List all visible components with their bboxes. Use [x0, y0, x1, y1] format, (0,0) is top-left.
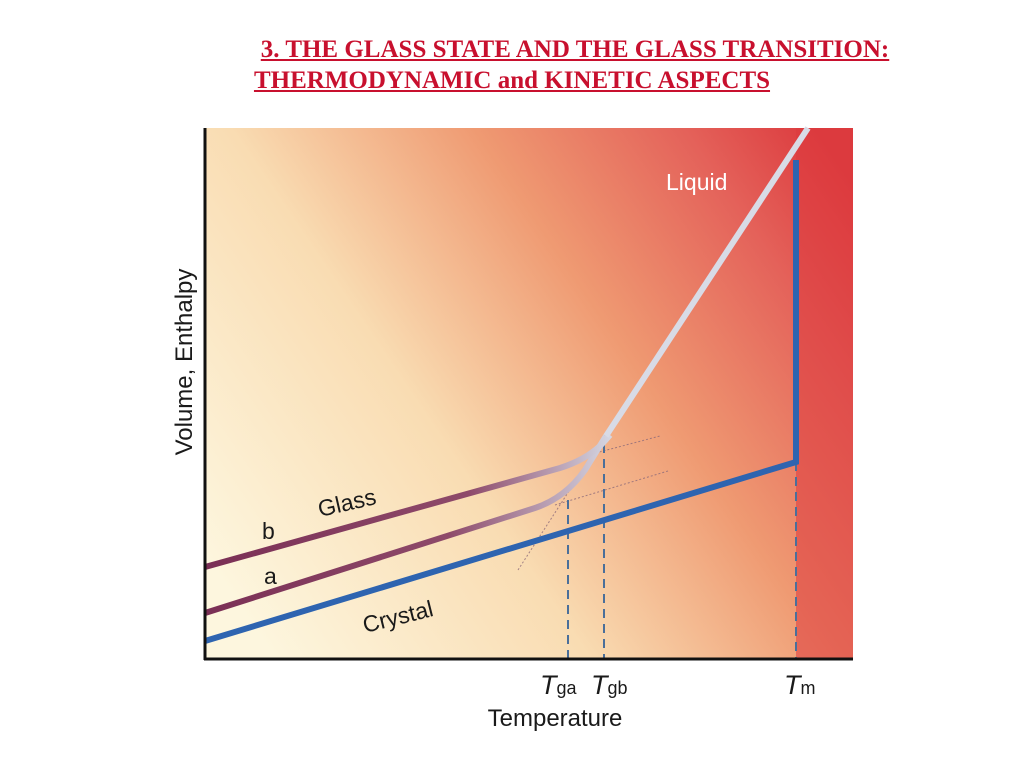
tick-tm: Tm [784, 670, 816, 700]
tick-tga-sub: ga [557, 678, 578, 698]
x-axis-label: Temperature [488, 705, 623, 732]
curve-a-label: a [264, 563, 277, 589]
y-axis-label: Volume, Enthalpy [171, 269, 198, 456]
crystal-line [204, 160, 799, 644]
title-line-1: 3. THE GLASS STATE AND THE GLASS TRANSIT… [260, 36, 890, 63]
liquid-line [603, 126, 811, 438]
axes [203, 128, 853, 661]
tick-tm-sub: m [801, 678, 816, 698]
hot-region [796, 128, 853, 660]
tick-tgb-main: T [591, 670, 610, 700]
tick-tga-main: T [540, 670, 559, 700]
tick-tgb: Tgb [591, 670, 628, 700]
tick-tgb-sub: gb [608, 678, 628, 698]
curve-b-label: b [262, 518, 275, 544]
slide-title: 3. THE GLASS STATE AND THE GLASS TRANSIT… [0, 34, 1024, 96]
dashed-markers [567, 444, 797, 660]
plot-background [205, 128, 853, 660]
tick-tm-main: T [784, 670, 803, 700]
title-line-2: THERMODYNAMIC and KINETIC ASPECTS [253, 67, 771, 94]
glass-curve-b [204, 433, 613, 570]
liquid-label: Liquid [666, 169, 727, 195]
extrapolation-glass-b [587, 435, 661, 456]
tick-tga: Tga [540, 670, 578, 700]
